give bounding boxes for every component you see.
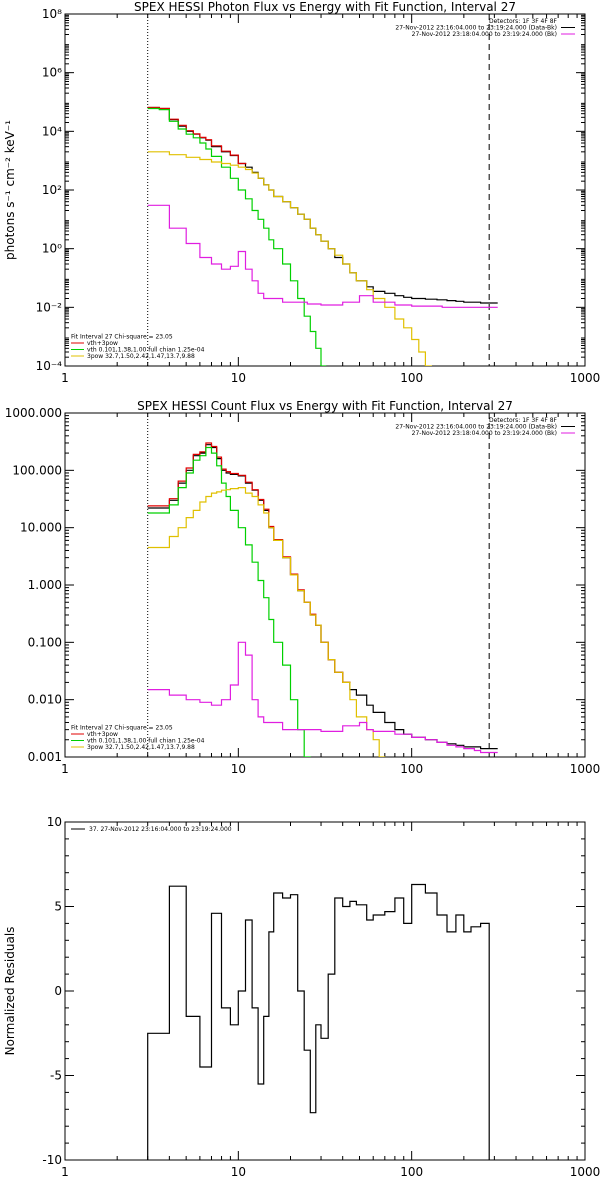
x-tick-label: 100 xyxy=(400,762,423,776)
series-line-4 xyxy=(147,204,498,308)
fit-legend-entry: vth 0.101,1.38,1.00 full chian 1.25e-04 xyxy=(87,347,205,354)
series-line-0 xyxy=(147,883,490,1160)
x-tick-label: 1000 xyxy=(570,1165,600,1179)
legend-entry: 27-Nov-2012 23:18:04.000 to 23:19:24.000… xyxy=(412,31,557,38)
y-tick-label: 10.000 xyxy=(20,521,62,535)
legend-entry: Detectors: 1F 3F 4F 8F xyxy=(489,18,558,25)
plot-frame xyxy=(64,13,586,367)
legend-entry: Detectors: 1F 3F 4F 8F xyxy=(489,417,558,424)
y-tick-label: 10⁻² xyxy=(36,300,63,314)
x-tick-label: 10 xyxy=(231,371,246,385)
legend-entry: 27-Nov-2012 23:16:04.000 to 23:19:24.000… xyxy=(395,424,557,431)
chart-panel-1: SPEX HESSI Count Flux vs Energy with Fit… xyxy=(5,399,600,776)
legend-entry: 27-Nov-2012 23:18:04.000 to 23:19:24.000… xyxy=(412,430,557,437)
x-tick-label: 1 xyxy=(61,1165,69,1179)
y-tick-label: 10⁻⁴ xyxy=(36,359,63,373)
x-tick-label: 100 xyxy=(400,1165,423,1179)
fit-legend-entry: vth+3pow xyxy=(87,340,118,347)
legend-entry: 37. 27-Nov-2012 23:16:04.000 to 23:19:24… xyxy=(89,826,232,833)
y-axis-label: photons s⁻¹ cm⁻² keV⁻¹ xyxy=(3,120,17,260)
y-tick-label: -10 xyxy=(42,1153,62,1167)
y-tick-label: 5 xyxy=(54,900,62,914)
y-tick-label: 0 xyxy=(54,984,62,998)
y-tick-label: 0.001 xyxy=(28,750,62,764)
y-tick-label: -5 xyxy=(50,1069,62,1083)
y-tick-label: 10⁴ xyxy=(42,124,62,138)
y-tick-label: 0.010 xyxy=(28,693,62,707)
fit-legend-entry: vth+3pow xyxy=(87,731,118,738)
series-line-1 xyxy=(147,106,247,165)
series-line-2 xyxy=(147,446,311,757)
x-tick-label: 1000 xyxy=(570,371,600,385)
fit-legend-entry: Fit Interval 27 Chi-square = 23.05 xyxy=(71,334,173,341)
y-axis-label: Normalized Residuals xyxy=(3,927,17,1056)
y-tick-label: 10⁰ xyxy=(42,242,62,256)
chart-title: SPEX HESSI Photon Flux vs Energy with Fi… xyxy=(134,0,516,14)
x-tick-label: 100 xyxy=(400,371,423,385)
series-line-1 xyxy=(147,442,351,683)
y-tick-label: 10 xyxy=(47,815,62,829)
x-tick-label: 10 xyxy=(231,762,246,776)
fit-legend-entry: 3pow 32.7,1.50,2.42,1.47,13.7,9.88 xyxy=(87,353,195,360)
y-tick-label: 1000.000 xyxy=(5,406,62,420)
fit-legend-entry: 3pow 32.7,1.50,2.42,1.47,13.7,9.88 xyxy=(87,744,195,751)
plot-frame xyxy=(64,821,586,1161)
y-tick-label: 1.000 xyxy=(28,578,62,592)
y-tick-label: 10⁶ xyxy=(42,66,62,80)
chart-panel-0: SPEX HESSI Photon Flux vs Energy with Fi… xyxy=(3,0,600,385)
plot-frame xyxy=(64,412,586,758)
y-tick-label: 0.100 xyxy=(28,635,62,649)
x-tick-label: 1 xyxy=(61,762,69,776)
chart-title: SPEX HESSI Count Flux vs Energy with Fit… xyxy=(137,399,513,413)
series-line-3 xyxy=(147,151,432,366)
chart-panel-2: Normalized Residuals 1 10 100 1000 -10 -5 0 5 10 3… xyxy=(3,815,600,1179)
y-tick-label: 100.000 xyxy=(12,463,62,477)
y-tick-label: 10⁸ xyxy=(42,7,62,21)
legend-entry: 27-Nov-2012 23:16:04.000 to 23:19:24.000… xyxy=(395,25,557,32)
series-line-2 xyxy=(147,107,327,366)
y-tick-label: 10² xyxy=(42,183,62,197)
x-tick-label: 1 xyxy=(61,371,69,385)
series-line-3 xyxy=(147,487,386,757)
x-tick-label: 10 xyxy=(231,1165,246,1179)
x-tick-label: 1000 xyxy=(570,762,600,776)
fit-legend-entry: vth 0.101,1.38,1.00 full chian 1.25e-04 xyxy=(87,738,205,745)
fit-legend-entry: Fit Interval 27 Chi-square = 23.05 xyxy=(71,725,173,732)
series-line-4 xyxy=(147,641,498,754)
series-line-0 xyxy=(147,444,498,750)
